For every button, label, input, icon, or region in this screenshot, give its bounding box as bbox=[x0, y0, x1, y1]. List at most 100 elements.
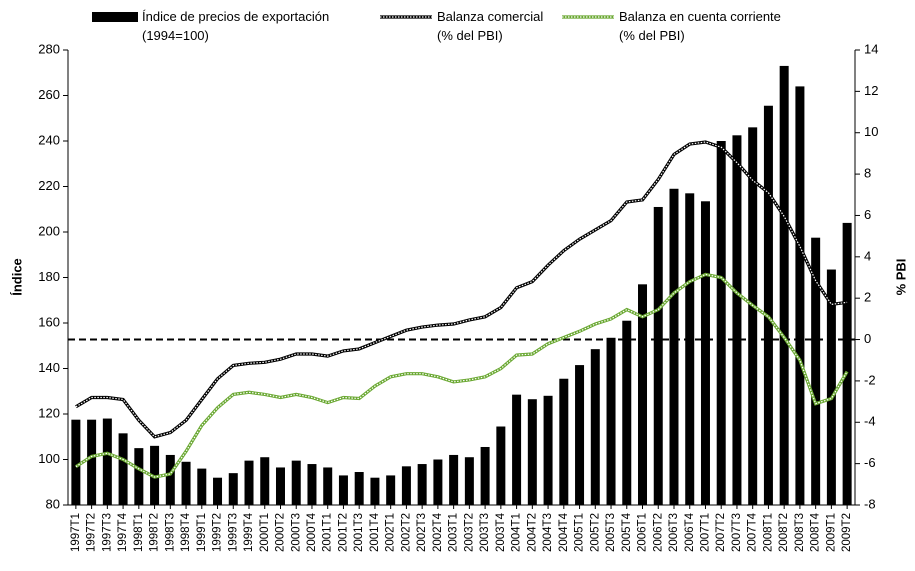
bar bbox=[559, 378, 569, 505]
y-axis-label: Índice bbox=[9, 258, 24, 296]
x-tick-label: 1997T4 bbox=[117, 512, 129, 552]
bar bbox=[496, 426, 506, 505]
bar bbox=[543, 395, 553, 505]
bar bbox=[464, 457, 474, 505]
y-tick-label: 80 bbox=[46, 496, 60, 511]
x-tick-label: 2002T4 bbox=[432, 512, 444, 552]
bar bbox=[527, 399, 537, 505]
x-tick-label: 2006T1 bbox=[637, 513, 649, 552]
bar bbox=[338, 475, 348, 505]
x-tick-label: 2002T1 bbox=[385, 513, 397, 552]
y2-axis-label: % PBI bbox=[893, 259, 908, 296]
x-tick-label: 2007T3 bbox=[731, 513, 743, 552]
y2-tick-label: 0 bbox=[864, 331, 871, 346]
y-tick-label: 160 bbox=[38, 314, 60, 329]
bar bbox=[386, 475, 396, 505]
x-tick-label: 2005T4 bbox=[621, 512, 633, 552]
bar bbox=[260, 457, 270, 505]
bar bbox=[653, 206, 663, 505]
bar bbox=[685, 193, 695, 505]
x-tick-label: 1997T1 bbox=[70, 513, 82, 552]
x-tick-label: 2001T1 bbox=[322, 513, 334, 552]
bar bbox=[181, 461, 191, 505]
y2-tick-label: 4 bbox=[864, 248, 871, 263]
bar bbox=[763, 105, 773, 506]
x-tick-label: 2007T4 bbox=[747, 512, 759, 552]
x-tick-label: 2004T4 bbox=[558, 512, 570, 552]
y-tick-label: 200 bbox=[38, 223, 60, 238]
bar bbox=[213, 477, 223, 505]
x-tick-label: 2004T2 bbox=[526, 513, 538, 552]
x-tick-label: 2003T1 bbox=[448, 513, 460, 552]
x-tick-label: 2005T1 bbox=[574, 513, 586, 552]
x-tick-label: 2006T4 bbox=[684, 512, 696, 552]
bar bbox=[354, 472, 364, 505]
bar bbox=[512, 394, 522, 505]
y-tick-label: 240 bbox=[38, 132, 60, 147]
y2-tick-label: -2 bbox=[864, 372, 876, 387]
bar bbox=[275, 467, 285, 505]
x-tick-label: 2002T2 bbox=[400, 513, 412, 552]
y2-tick-label: 10 bbox=[864, 124, 878, 139]
x-tick-label: 2009T1 bbox=[825, 513, 837, 552]
y2-tick-label: 8 bbox=[864, 166, 871, 181]
line-dots bbox=[75, 141, 848, 438]
x-tick-label: 1999T3 bbox=[227, 513, 239, 552]
x-tick-label: 2000T1 bbox=[259, 513, 271, 552]
bar bbox=[842, 222, 852, 505]
bar bbox=[732, 135, 742, 505]
x-tick-label: 2003T2 bbox=[463, 513, 475, 552]
bar bbox=[134, 448, 144, 505]
y-tick-label: 100 bbox=[38, 451, 60, 466]
bar bbox=[449, 454, 459, 505]
y-tick-label: 140 bbox=[38, 360, 60, 375]
x-tick-label: 2005T2 bbox=[589, 513, 601, 552]
bar bbox=[197, 468, 207, 505]
y-tick-label: 120 bbox=[38, 405, 60, 420]
bar bbox=[669, 188, 679, 505]
x-tick-label: 2002T3 bbox=[416, 513, 428, 552]
bar bbox=[307, 464, 317, 505]
x-tick-label: 2001T3 bbox=[353, 513, 365, 552]
x-tick-label: 2008T2 bbox=[778, 513, 790, 552]
bar bbox=[71, 419, 81, 505]
x-tick-label: 2000T3 bbox=[290, 513, 302, 552]
bar bbox=[748, 127, 758, 505]
bar bbox=[590, 349, 600, 505]
x-tick-label: 1998T2 bbox=[149, 513, 161, 552]
y2-tick-label: 12 bbox=[864, 83, 878, 98]
x-tick-label: 2007T1 bbox=[700, 513, 712, 552]
x-tick-label: 2008T1 bbox=[762, 513, 774, 552]
y-tick-label: 180 bbox=[38, 269, 60, 284]
bar bbox=[811, 237, 821, 505]
x-tick-label: 1997T2 bbox=[86, 513, 98, 552]
x-tick-label: 1997T3 bbox=[101, 513, 113, 552]
x-tick-label: 2000T2 bbox=[275, 513, 287, 552]
bar bbox=[244, 460, 254, 505]
bar bbox=[118, 433, 128, 505]
y2-tick-label: 2 bbox=[864, 290, 871, 305]
x-tick-label: 1998T4 bbox=[180, 512, 192, 552]
legend-swatch bbox=[92, 12, 138, 22]
bar bbox=[165, 454, 175, 505]
y2-tick-label: -6 bbox=[864, 455, 876, 470]
legend-label: Balanza comercial (% del PBI) bbox=[437, 9, 543, 43]
x-tick-label: 2000T4 bbox=[306, 512, 318, 552]
x-tick-label: 2004T3 bbox=[542, 513, 554, 552]
y2-tick-label: 6 bbox=[864, 207, 871, 222]
x-tick-label: 1999T4 bbox=[243, 512, 255, 552]
bar bbox=[480, 446, 490, 505]
x-tick-label: 1998T3 bbox=[164, 513, 176, 552]
bar bbox=[716, 141, 726, 505]
y-tick-label: 260 bbox=[38, 87, 60, 102]
x-tick-label: 2001T2 bbox=[337, 513, 349, 552]
y-tick-label: 220 bbox=[38, 178, 60, 193]
x-tick-label: 2008T3 bbox=[794, 513, 806, 552]
x-tick-label: 2006T3 bbox=[668, 513, 680, 552]
bar bbox=[575, 365, 585, 505]
x-tick-label: 2009T2 bbox=[841, 513, 853, 552]
bar bbox=[417, 464, 427, 505]
bar bbox=[323, 467, 333, 505]
bar bbox=[779, 65, 789, 506]
x-tick-label: 2004T1 bbox=[511, 513, 523, 552]
